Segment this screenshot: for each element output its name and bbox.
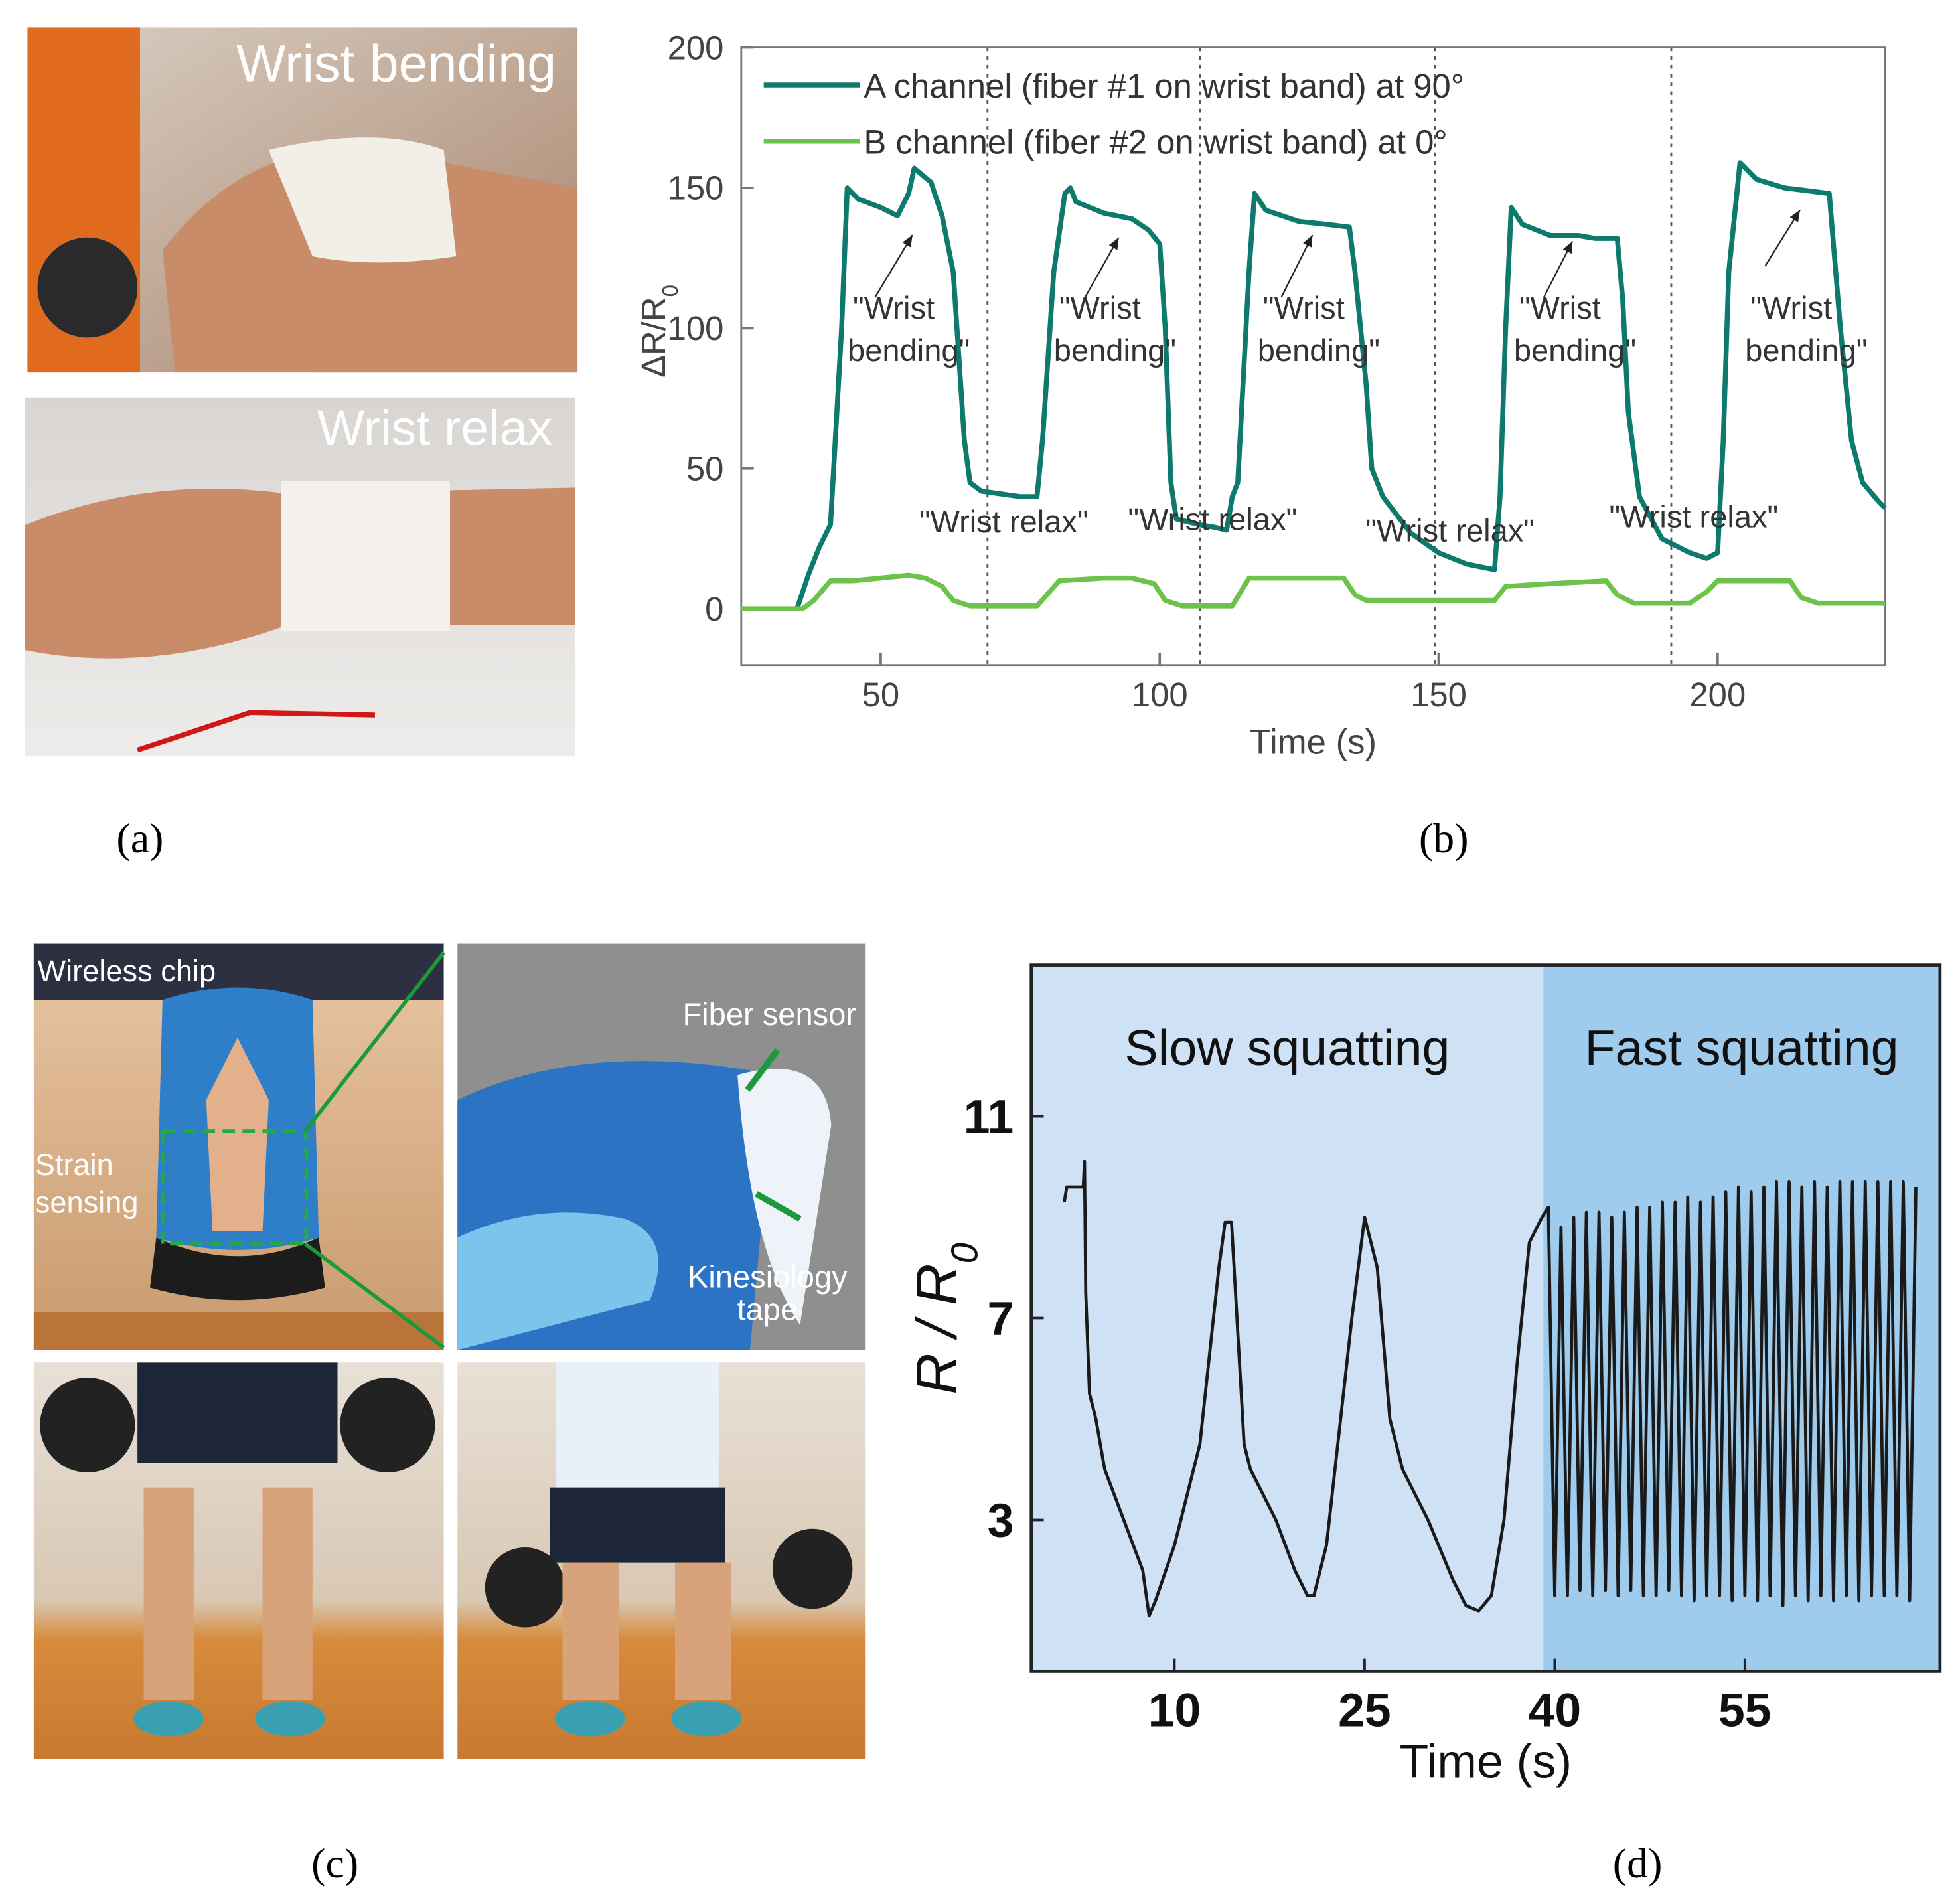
panel-label: (d) [1613, 1840, 1663, 1887]
series-line [1063, 1160, 1918, 1618]
photo-label: Strain sensing [35, 1148, 139, 1219]
y-axis-label: R / R0 [905, 1243, 986, 1395]
annotation: "Wrist relax" [1128, 501, 1297, 536]
series-line [741, 572, 1886, 611]
y-tick-label: 11 [964, 1091, 1014, 1144]
y-tick-label: 150 [668, 169, 724, 207]
photo-wrist-relax: Wrist relax [25, 397, 575, 757]
annotation: "Wrist relax" [1609, 499, 1778, 534]
x-tick-label: 10 [1148, 1684, 1201, 1737]
region-label: Fast squatting [1584, 1020, 1898, 1075]
legend-label: A channel (fiber #1 on wrist band) at 90… [864, 67, 1464, 105]
panel-label: (c) [311, 1840, 358, 1887]
annotation-arrow [874, 234, 913, 298]
photo-squat-stand [33, 1362, 444, 1759]
series-line [794, 160, 1887, 610]
photo-label: Wrist relax [317, 400, 552, 455]
photo-label: Kinesiology tape [688, 1259, 848, 1326]
y-tick-label: 3 [988, 1494, 1014, 1547]
panel-label: (a) [116, 815, 163, 862]
x-tick-label: 40 [1529, 1684, 1582, 1737]
legend-label: B channel (fiber #2 on wrist band) at 0° [864, 123, 1447, 161]
annotation-arrowhead [1562, 241, 1573, 254]
x-tick-label: 50 [862, 676, 900, 714]
annotation-arrow [1280, 234, 1314, 298]
plot-frame [740, 46, 1886, 667]
annotation: "Wrist bending" [1054, 290, 1176, 368]
annotation: "Wrist relax" [919, 504, 1089, 539]
x-tick-label: 55 [1718, 1684, 1772, 1737]
annotation-arrowhead [1108, 237, 1119, 250]
y-axis-label: ΔR/R0 [635, 285, 683, 378]
x-tick-label: 150 [1410, 676, 1467, 714]
y-tick-label: 200 [668, 29, 724, 66]
y-tick-label: 50 [686, 450, 724, 488]
x-tick-label: 25 [1338, 1684, 1391, 1737]
annotation: "Wrist bending" [848, 290, 970, 368]
annotation: "Wrist bending" [1258, 290, 1380, 368]
y-tick-label: 0 [705, 590, 723, 628]
photo-label: Wrist bending [236, 33, 556, 92]
annotation: "Wrist bending" [1514, 290, 1636, 368]
x-tick-label: 200 [1689, 676, 1746, 714]
region-label: Slow squatting [1125, 1020, 1450, 1075]
annotation-arrowhead [902, 234, 913, 248]
photo-knee: Wireless chip Strain sensing [33, 943, 444, 1350]
panel-label: (b) [1419, 815, 1469, 862]
photo-label: Wireless chip [37, 954, 216, 988]
photo-zoom: Fiber sensor Kinesiology tape [303, 943, 866, 1350]
x-axis-label: Time (s) [1250, 722, 1377, 761]
annotation: "Wrist bending" [1745, 290, 1867, 368]
y-tick-label: 100 [668, 309, 724, 347]
y-tick-label: 7 [988, 1293, 1014, 1346]
photo-squat-down [457, 1362, 866, 1759]
chart-d: Slow squatting Fast squatting 10 25 40 55 3 7 11… [905, 963, 1942, 1788]
photo-wrist-bending: Wrist bending [27, 27, 578, 373]
annotation-arrowhead [1789, 210, 1800, 222]
annotation-arrowhead [1303, 234, 1313, 248]
x-axis-label: Time (s) [1399, 1735, 1572, 1788]
x-tick-label: 100 [1132, 676, 1188, 714]
chart-b: 50 100 150 200 0 50 100 150 200 Time (s) ΔR/R0 A ch… [635, 29, 1887, 761]
annotation: "Wrist relax" [1365, 513, 1535, 548]
photo-label: Fiber sensor [682, 996, 856, 1032]
